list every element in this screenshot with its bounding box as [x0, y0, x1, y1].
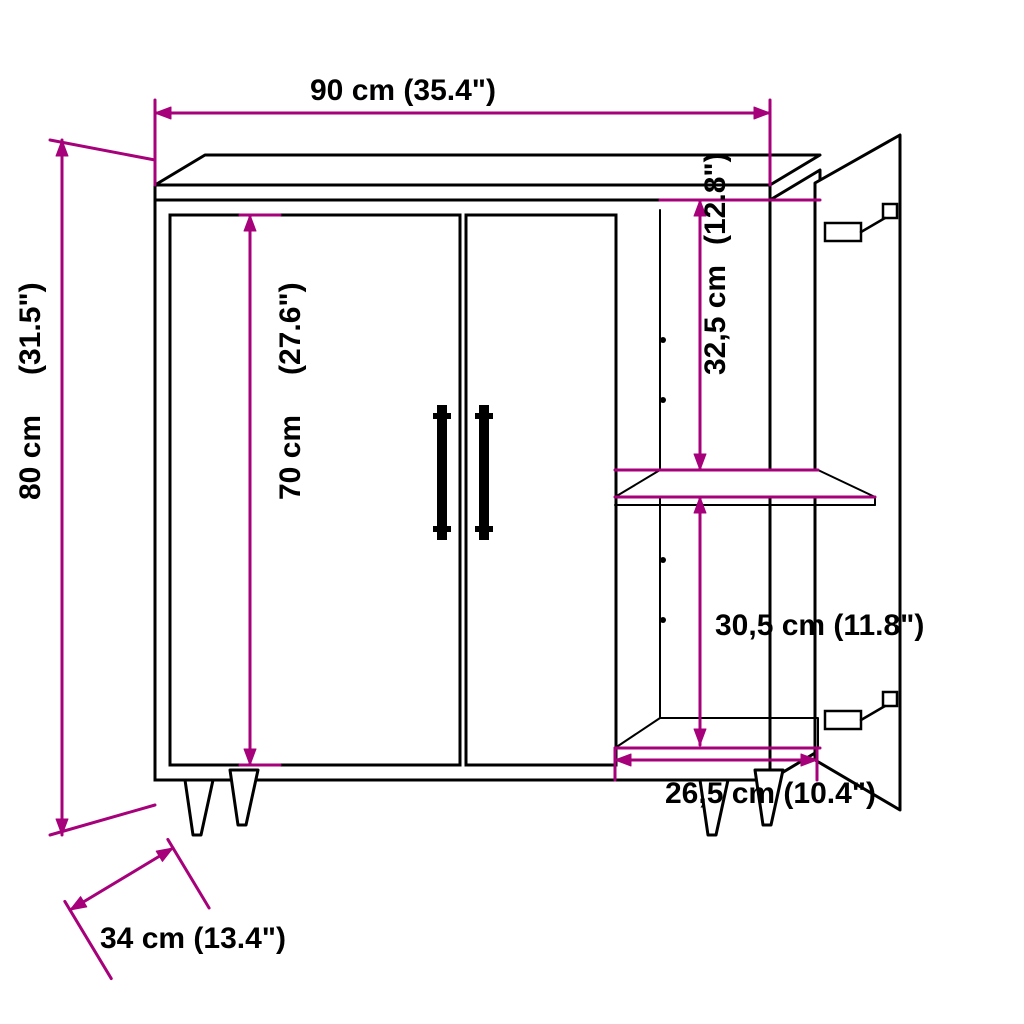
dim-height-door-in: (27.6") — [274, 282, 307, 375]
dim-inner-width: 26,5 cm (10.4") — [665, 777, 876, 810]
dim-height-total-in: (31.5") — [14, 282, 47, 375]
dim-shelf-top-in: (12.8") — [699, 152, 732, 245]
dim-shelf-top-cm: 32,5 cm — [699, 265, 732, 375]
dim-height-door-cm: 70 cm — [274, 415, 307, 500]
dim-width: 90 cm (35.4") — [310, 74, 496, 107]
dimension-diagram: 90 cm (35.4") 80 cm (31.5") 70 cm (27.6") 34 … — [0, 0, 1024, 1024]
dim-height-total-cm: 80 cm — [14, 415, 47, 500]
dim-shelf-bot: 30,5 cm (11.8") — [715, 609, 924, 642]
cabinet-outline — [155, 135, 900, 835]
dim-depth: 34 cm (13.4") — [100, 922, 286, 955]
